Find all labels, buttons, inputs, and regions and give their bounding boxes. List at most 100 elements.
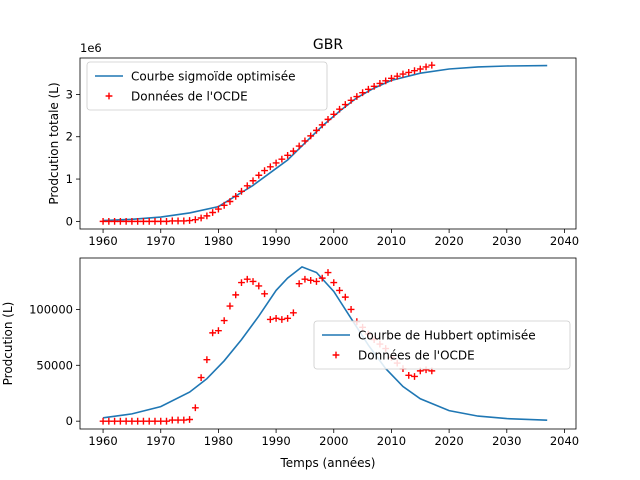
x-tick-label: 1970	[146, 234, 175, 248]
data-point-marker	[261, 167, 268, 174]
data-point-marker	[151, 217, 159, 225]
data-point-marker	[330, 110, 338, 118]
data-point-marker	[163, 217, 170, 225]
data-point-marker	[215, 327, 222, 335]
data-point-marker	[313, 126, 320, 134]
data-point-marker	[174, 217, 182, 225]
legend-box	[86, 61, 328, 111]
data-point-marker	[140, 217, 147, 225]
data-point-marker	[238, 187, 245, 195]
data-point-marker	[191, 404, 199, 412]
data-point-marker	[220, 201, 228, 209]
data-point-marker	[307, 276, 315, 284]
data-point-marker	[99, 417, 107, 425]
data-point-marker	[278, 155, 286, 163]
data-point-marker	[318, 274, 326, 282]
x-tick-label: 2010	[377, 234, 406, 248]
data-point-marker	[203, 212, 211, 220]
data-point-marker	[405, 68, 413, 76]
data-point-marker	[105, 217, 113, 225]
data-point-marker	[301, 137, 309, 145]
data-point-marker	[186, 416, 193, 423]
data-point-marker	[272, 159, 280, 167]
x-tick-label: 2020	[434, 434, 463, 448]
data-point-marker	[249, 177, 257, 185]
y-tick-label: 50000	[36, 358, 73, 372]
bottom-chart: 1960 1970 1980 1990 2000 2010 2020 2030 2040 0 500…	[1, 257, 579, 470]
data-point-marker	[209, 329, 217, 337]
x-tick-label: 2040	[550, 234, 579, 248]
data-point-marker	[318, 121, 326, 129]
legend-curve-label: Courbe de Hubbert optimisée	[358, 329, 536, 343]
data-point-marker	[341, 293, 349, 301]
data-point-marker	[255, 282, 263, 290]
data-point-marker	[313, 278, 320, 285]
x-tick-label: 2020	[434, 234, 463, 248]
data-point-marker	[157, 417, 165, 425]
legend-curve-label: Courbe sigmoïde optimisée	[131, 70, 296, 84]
axes-frame	[79, 57, 577, 230]
top-chart: 1960 1970 1980 1990 2000 2010 2020 2030 2040 0 1 2 3…	[47, 41, 579, 248]
y-tick-label: 3	[66, 87, 73, 101]
legend-box	[313, 320, 571, 370]
fitted-curve-line	[103, 64, 548, 222]
data-point-marker	[122, 217, 130, 225]
data-point-marker	[186, 217, 193, 224]
y-tick-label: 0	[66, 414, 73, 428]
data-point-marker	[341, 101, 349, 108]
data-point-marker	[301, 275, 309, 283]
data-point-marker	[122, 417, 130, 425]
data-point-marker	[174, 416, 182, 424]
data-point-marker	[347, 306, 355, 313]
x-tick-label: 2040	[550, 434, 579, 448]
data-point-marker	[128, 217, 136, 225]
data-point-marker	[284, 314, 292, 322]
data-point-marker	[226, 198, 234, 205]
data-point-marker	[197, 374, 205, 381]
data-point-marker	[405, 371, 413, 379]
x-tick-label: 1990	[261, 234, 290, 248]
data-point-marker	[324, 115, 332, 123]
y-tick-label: 100000	[29, 302, 73, 316]
y-tick-label: 0	[66, 214, 73, 228]
data-point-marker	[382, 77, 390, 85]
x-tick-label: 1980	[204, 434, 233, 448]
data-point-marker	[422, 63, 430, 71]
x-tick-label: 2010	[377, 434, 406, 448]
data-point-marker	[295, 142, 303, 150]
data-point-marker	[289, 147, 297, 155]
y-tick-label: 2	[66, 130, 73, 144]
plot-area	[99, 265, 548, 425]
y-scale-offset-label: 1e6	[80, 41, 102, 55]
x-tick-label: 2000	[319, 234, 348, 248]
legend-points-label: Données de l'OCDE	[358, 349, 475, 363]
data-point-marker	[330, 279, 338, 286]
legend-points-label: Données de l'OCDE	[131, 90, 248, 104]
data-point-marker	[191, 216, 199, 224]
data-point-marker	[209, 209, 217, 216]
legend: Courbe sigmoïde optimisée Données de l'OC…	[86, 61, 328, 111]
x-tick-label: 1970	[146, 434, 175, 448]
y-tick-label: 1	[66, 172, 73, 186]
x-tick-label: 2000	[319, 434, 348, 448]
data-point-marker	[266, 163, 274, 171]
data-point-marker	[399, 70, 407, 78]
data-point-marker	[336, 287, 343, 294]
x-tick-label: 1960	[88, 234, 117, 248]
data-point-marker	[428, 61, 436, 69]
data-point-marker	[411, 67, 418, 75]
data-point-marker	[364, 85, 372, 93]
data-point-marker	[134, 417, 142, 425]
data-point-marker	[393, 72, 401, 80]
data-point-marker	[289, 309, 297, 317]
x-axis-label: Temps (années)	[280, 456, 376, 470]
data-point-marker	[388, 74, 395, 82]
data-point-marker	[145, 417, 153, 425]
data-point-marker	[359, 89, 367, 97]
data-point-marker	[226, 302, 234, 310]
data-point-marker	[197, 214, 205, 222]
data-point-marker	[249, 278, 257, 285]
x-tick-label: 1980	[204, 234, 233, 248]
data-point-marker	[353, 93, 361, 100]
